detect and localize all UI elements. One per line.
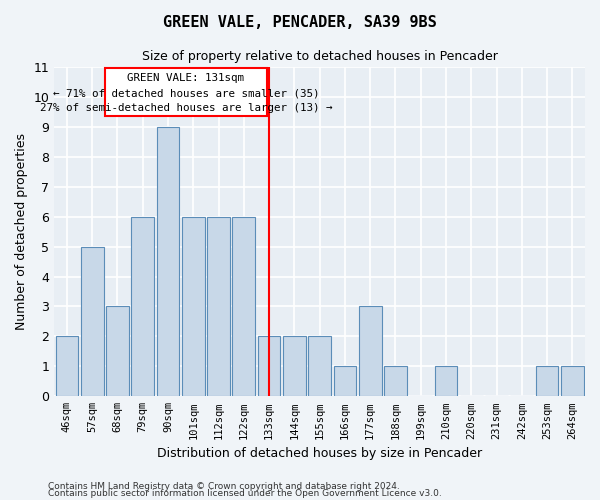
Bar xyxy=(434,366,457,396)
Bar xyxy=(334,366,356,396)
Bar xyxy=(232,216,255,396)
Bar xyxy=(131,216,154,396)
FancyBboxPatch shape xyxy=(105,68,267,116)
Bar xyxy=(106,306,129,396)
Text: Contains HM Land Registry data © Crown copyright and database right 2024.: Contains HM Land Registry data © Crown c… xyxy=(48,482,400,491)
Bar xyxy=(81,246,104,396)
Text: 27% of semi-detached houses are larger (13) →: 27% of semi-detached houses are larger (… xyxy=(40,104,332,114)
Bar xyxy=(384,366,407,396)
X-axis label: Distribution of detached houses by size in Pencader: Distribution of detached houses by size … xyxy=(157,447,482,460)
Y-axis label: Number of detached properties: Number of detached properties xyxy=(15,133,28,330)
Bar xyxy=(561,366,584,396)
Text: GREEN VALE: 131sqm: GREEN VALE: 131sqm xyxy=(127,73,244,83)
Bar xyxy=(536,366,559,396)
Bar xyxy=(56,336,78,396)
Bar xyxy=(308,336,331,396)
Title: Size of property relative to detached houses in Pencader: Size of property relative to detached ho… xyxy=(142,50,497,63)
Bar xyxy=(258,336,280,396)
Bar xyxy=(182,216,205,396)
Text: GREEN VALE, PENCADER, SA39 9BS: GREEN VALE, PENCADER, SA39 9BS xyxy=(163,15,437,30)
Bar xyxy=(157,127,179,396)
Bar xyxy=(207,216,230,396)
Text: ← 71% of detached houses are smaller (35): ← 71% of detached houses are smaller (35… xyxy=(53,88,319,98)
Bar xyxy=(359,306,382,396)
Bar xyxy=(283,336,306,396)
Text: Contains public sector information licensed under the Open Government Licence v3: Contains public sector information licen… xyxy=(48,489,442,498)
